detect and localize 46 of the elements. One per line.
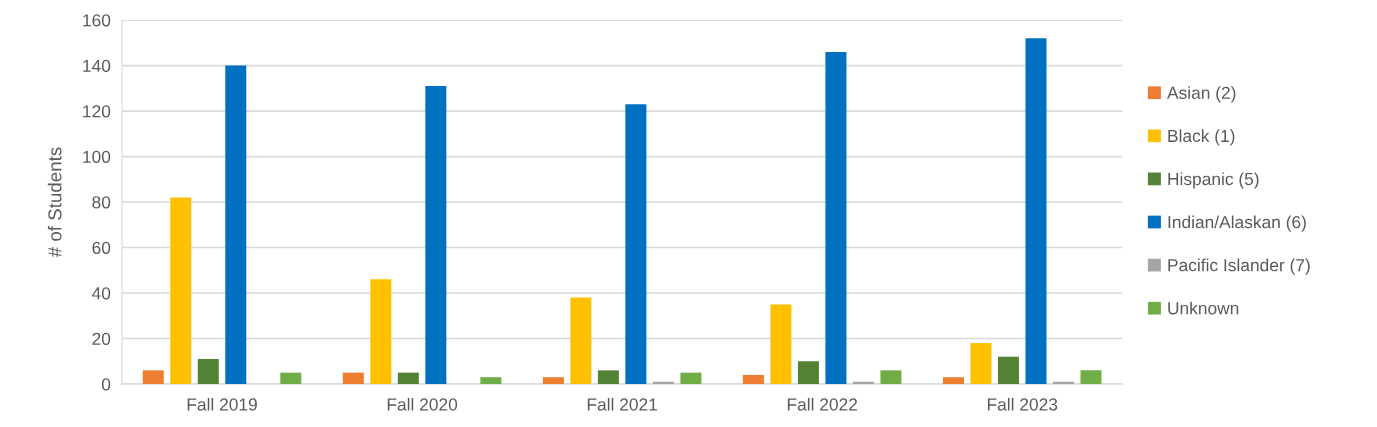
- bar: [225, 65, 247, 384]
- bar: [280, 372, 302, 384]
- x-tick-label: Fall 2020: [387, 397, 458, 411]
- bar: [597, 370, 619, 384]
- y-tick-label: 0: [101, 378, 111, 391]
- bar: [342, 372, 364, 384]
- bar: [742, 374, 764, 384]
- bar: [1080, 370, 1102, 384]
- bar: [142, 370, 164, 384]
- legend-label: Hispanic (5): [1168, 172, 1259, 189]
- bar: [680, 372, 702, 384]
- y-tick-label: 100: [83, 150, 111, 164]
- y-tick-label: 120: [83, 105, 111, 118]
- x-tick-label: Fall 2019: [187, 397, 257, 411]
- x-tick-label: Fall 2022: [787, 397, 858, 411]
- y-tick-label: 40: [91, 287, 111, 300]
- legend-label: Black (1): [1168, 129, 1235, 146]
- y-tick-label: 80: [92, 196, 111, 209]
- y-tick-label: 160: [83, 14, 111, 27]
- bar: [970, 343, 992, 384]
- bar: [997, 356, 1019, 384]
- bar: [825, 51, 847, 384]
- bar: [397, 372, 419, 384]
- x-tick-label: Fall 2023: [987, 397, 1058, 411]
- bar: [797, 361, 819, 384]
- y-tick-label: 20: [92, 332, 111, 345]
- y-tick-label: 60: [92, 241, 111, 254]
- bar: [542, 377, 564, 384]
- bar: [570, 297, 592, 384]
- legend-label: Unknown: [1168, 301, 1239, 315]
- bar: [370, 279, 392, 384]
- bar: [197, 358, 219, 384]
- bar: [170, 197, 192, 384]
- bar: [625, 104, 647, 384]
- bar: [1025, 38, 1047, 384]
- legend-label: Asian (2): [1167, 86, 1236, 103]
- bar: [942, 377, 964, 384]
- y-axis-title: # of Students: [47, 147, 62, 258]
- bar: [480, 377, 502, 384]
- x-tick-label: Fall 2021: [587, 397, 657, 411]
- y-tick-label: 140: [83, 59, 111, 73]
- legend-label: Pacific Islander (7): [1168, 258, 1310, 275]
- bar: [425, 86, 447, 384]
- bar: [880, 370, 902, 384]
- legend-label: Indian/Alaskan (6): [1168, 215, 1306, 232]
- bar: [770, 304, 792, 384]
